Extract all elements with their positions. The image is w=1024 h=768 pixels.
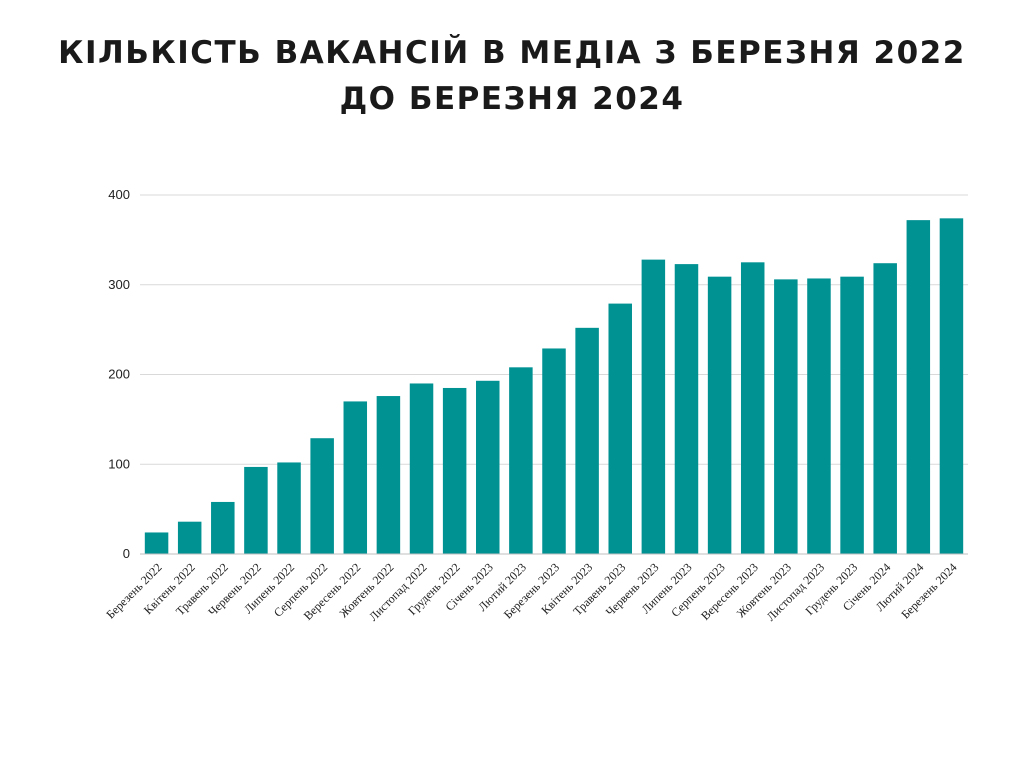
y-tick-label: 400 [108, 187, 130, 202]
bar [575, 327, 599, 554]
bar [509, 367, 533, 554]
bar [674, 264, 699, 554]
chart-title: КІЛЬКІСТЬ ВАКАНСІЙ В МЕДІА З БЕРЕЗНЯ 202… [0, 30, 1024, 122]
bar [476, 380, 500, 554]
bar [211, 501, 235, 554]
chart-title-line-2: ДО БЕРЕЗНЯ 2024 [339, 81, 685, 117]
bar [707, 276, 732, 554]
bar [343, 401, 368, 554]
bar [442, 387, 467, 554]
y-tick-label: 200 [108, 367, 130, 382]
bar [144, 532, 169, 554]
bar [608, 303, 632, 554]
y-tick-label: 300 [108, 277, 130, 292]
bar [840, 276, 864, 554]
bar [277, 462, 301, 554]
bar [641, 259, 666, 554]
bar [409, 383, 434, 554]
bar [939, 218, 964, 554]
y-tick-label: 0 [123, 546, 130, 561]
bar [873, 263, 897, 554]
y-tick-label: 100 [108, 456, 130, 471]
bar [244, 466, 268, 554]
bar [740, 262, 765, 554]
chart-title-line-1: КІЛЬКІСТЬ ВАКАНСІЙ В МЕДІА З БЕРЕЗНЯ 202… [58, 35, 966, 71]
bar [177, 521, 202, 554]
bar [807, 278, 831, 554]
bar [376, 396, 401, 554]
bar [774, 279, 798, 554]
bar [310, 438, 334, 554]
bar [542, 348, 566, 554]
bar [906, 220, 931, 554]
